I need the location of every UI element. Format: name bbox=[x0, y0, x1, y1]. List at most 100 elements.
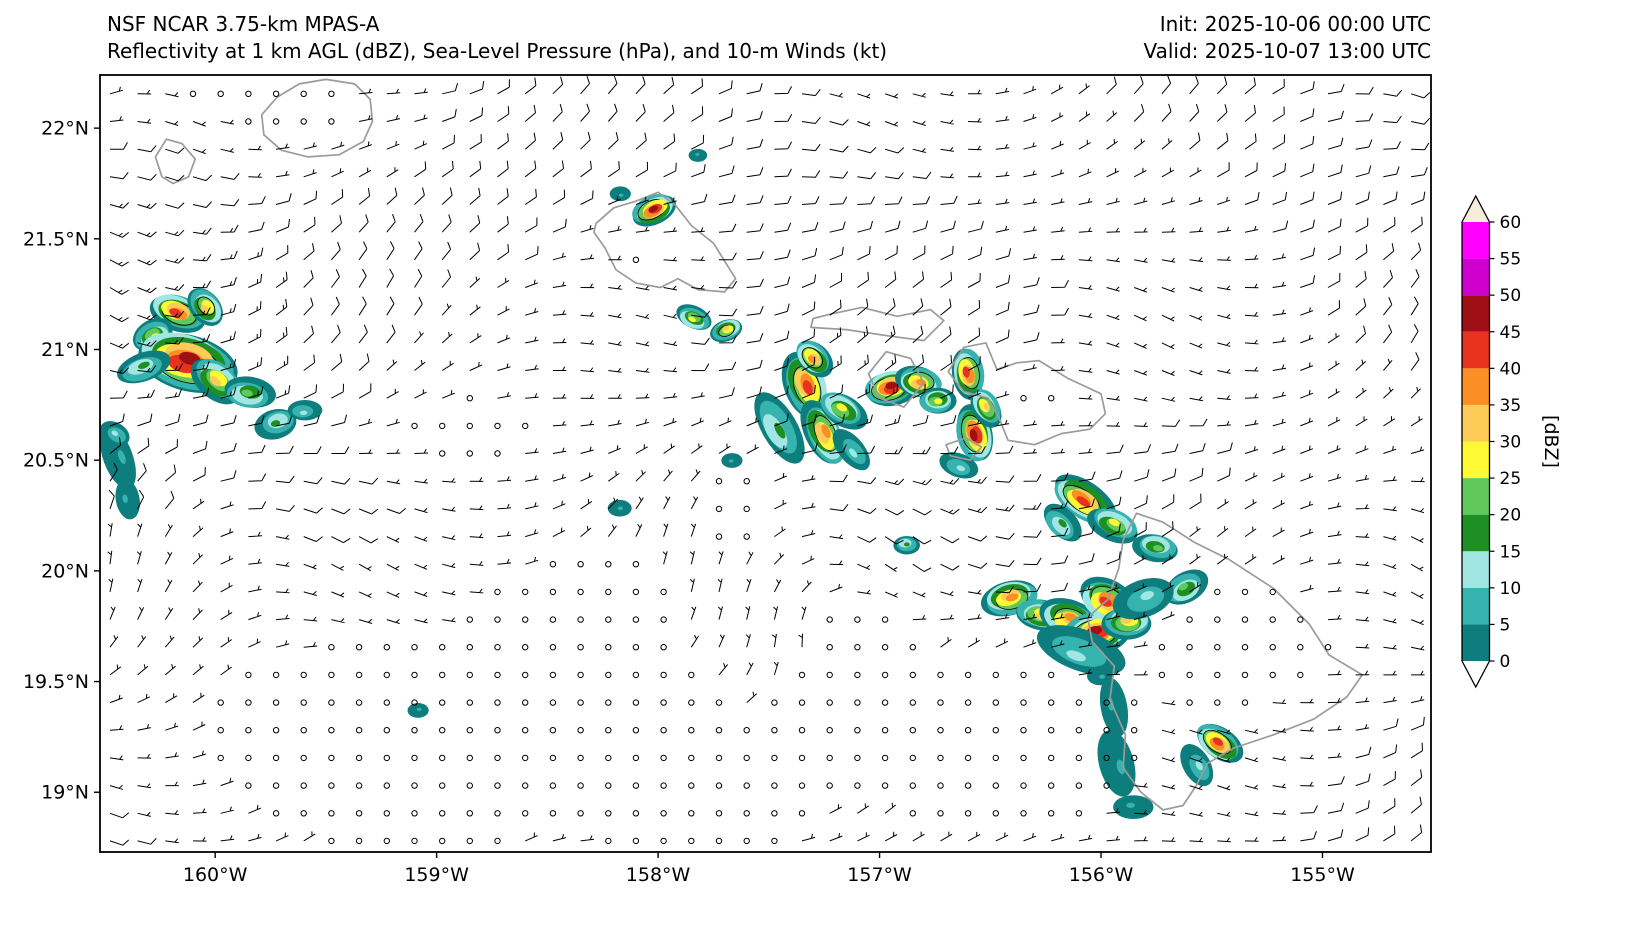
colorbar-tick-label: 25 bbox=[1500, 469, 1522, 489]
x-axis: 160°W 159°W 158°W 157°W 156°W 155°W bbox=[183, 852, 1355, 886]
reflectivity-cell bbox=[1212, 737, 1224, 746]
y-tick-label: 19.5°N bbox=[23, 671, 89, 693]
colorbar-segment bbox=[1462, 587, 1490, 625]
wind-barb-layer bbox=[107, 75, 1431, 846]
colorbar-tick-label: 15 bbox=[1500, 542, 1522, 562]
x-tick-label: 156°W bbox=[1069, 864, 1134, 886]
coastline-big_island bbox=[1086, 512, 1364, 811]
colorbar-segment bbox=[1462, 514, 1490, 552]
reflectivity-cell bbox=[728, 459, 734, 463]
colorbar-segment bbox=[1462, 441, 1490, 479]
valid-time-label: Valid: 2025-10-07 13:00 UTC bbox=[1143, 39, 1431, 63]
y-tick-label: 19°N bbox=[41, 782, 89, 804]
colorbar-tick-label: 55 bbox=[1500, 250, 1522, 270]
coastline-layer bbox=[154, 78, 1364, 811]
init-time-label: Init: 2025-10-06 00:00 UTC bbox=[1160, 12, 1431, 36]
reflectivity-cell bbox=[209, 376, 221, 387]
reflectivity-cell bbox=[983, 402, 991, 412]
colorbar-segment bbox=[1462, 222, 1490, 259]
reflectivity-cell bbox=[969, 429, 978, 442]
colorbar-segment bbox=[1462, 258, 1490, 296]
coastline-maui bbox=[947, 342, 1107, 446]
colorbar-under-arrow bbox=[1462, 661, 1490, 687]
coastline-oahu bbox=[593, 191, 737, 293]
coastline-niihau bbox=[154, 138, 197, 185]
reflectivity-cell bbox=[934, 398, 943, 405]
wind-barbs bbox=[107, 75, 1431, 846]
reflectivity-cell bbox=[1097, 730, 1136, 797]
x-tick-label: 159°W bbox=[404, 864, 469, 886]
colorbar-tick-label: 20 bbox=[1500, 506, 1522, 526]
reflectivity-cell bbox=[200, 304, 209, 314]
colorbar-tick-label: 50 bbox=[1500, 286, 1522, 306]
reflectivity-cell bbox=[648, 205, 658, 213]
colorbar-segment bbox=[1462, 624, 1490, 661]
reflectivity-cell bbox=[916, 378, 927, 386]
reflectivity-cell bbox=[1153, 545, 1164, 552]
reflectivity-cell bbox=[1108, 518, 1120, 527]
reflectivity-cell bbox=[618, 193, 624, 197]
reflectivity-cell bbox=[1195, 760, 1203, 771]
y-tick-label: 22°N bbox=[41, 118, 89, 140]
reflectivity-cell bbox=[1052, 636, 1107, 667]
colorbar-tick-label: 0 bbox=[1500, 652, 1511, 672]
plot-border bbox=[99, 74, 1432, 853]
reflectivity-cell bbox=[1099, 674, 1105, 679]
colorbar-segment bbox=[1462, 551, 1490, 588]
reflectivity-cell bbox=[169, 308, 182, 317]
figure-title: NSF NCAR 3.75-km MPAS-A bbox=[107, 12, 380, 36]
reflectivity-cell bbox=[1178, 582, 1189, 591]
reflectivity-cell bbox=[695, 153, 700, 156]
colorbar-over-arrow bbox=[1462, 196, 1490, 222]
reflectivity-cell bbox=[416, 707, 422, 712]
colorbar-tick-label: 10 bbox=[1500, 579, 1522, 599]
coastline-kauai bbox=[260, 78, 374, 158]
reflectivity-cell bbox=[1076, 496, 1091, 508]
reflectivity-cell bbox=[1066, 650, 1086, 662]
plot-frame bbox=[99, 74, 1432, 853]
y-tick-label: 21.5°N bbox=[23, 228, 89, 250]
y-tick-label: 21°N bbox=[41, 339, 89, 361]
x-tick-label: 158°W bbox=[626, 864, 691, 886]
x-tick-label: 160°W bbox=[183, 864, 248, 886]
coastline-molokai bbox=[810, 306, 945, 342]
calm-wind-circles bbox=[189, 90, 1332, 845]
colorbar-tick-label: 5 bbox=[1500, 615, 1511, 635]
y-tick-label: 20°N bbox=[41, 560, 89, 582]
reflectivity-cell bbox=[904, 542, 910, 547]
reflectivity-cell bbox=[111, 430, 119, 436]
reflectivity-layer bbox=[100, 148, 1244, 819]
reflectivity-cell bbox=[848, 448, 858, 458]
colorbar-tick-label: 30 bbox=[1500, 433, 1522, 453]
reflectivity-cell bbox=[138, 361, 150, 369]
colorbar-segment bbox=[1462, 295, 1490, 332]
reflectivity-cell bbox=[241, 389, 253, 397]
reflectivity-cell bbox=[1140, 590, 1154, 601]
reflectivity-cell bbox=[1126, 802, 1135, 808]
colorbar-axis-label: [dBZ] bbox=[1540, 415, 1562, 468]
reflectivity-cell bbox=[885, 381, 898, 390]
y-axis: 22°N 21.5°N 21°N 20.5°N 20°N 19.5°N 19°N bbox=[23, 118, 100, 804]
reflectivity-cell bbox=[774, 422, 786, 439]
reflectivity-cell bbox=[1058, 519, 1067, 528]
colorbar-tick-label: 35 bbox=[1500, 396, 1522, 416]
colorbar-segment bbox=[1462, 368, 1490, 405]
reflectivity-cell bbox=[802, 380, 813, 395]
colorbar-segment bbox=[1462, 478, 1490, 515]
colorbar-tick-label: 45 bbox=[1500, 323, 1522, 343]
reflectivity-cell bbox=[617, 506, 623, 511]
reflectivity-cell bbox=[117, 450, 126, 464]
reflectivity-cell bbox=[122, 494, 128, 504]
x-tick-label: 155°W bbox=[1290, 864, 1355, 886]
coastline-lanai bbox=[867, 350, 925, 408]
x-tick-label: 157°W bbox=[847, 864, 912, 886]
reflectivity-cell bbox=[821, 424, 831, 439]
figure-subtitle: Reflectivity at 1 km AGL (dBZ), Sea-Leve… bbox=[107, 39, 887, 63]
reflectivity-cell bbox=[763, 414, 788, 449]
reflectivity-cell bbox=[956, 465, 966, 472]
colorbar-tick-label: 60 bbox=[1500, 213, 1522, 233]
colorbar-tick-label: 40 bbox=[1500, 359, 1522, 379]
colorbar-segment bbox=[1462, 404, 1490, 442]
